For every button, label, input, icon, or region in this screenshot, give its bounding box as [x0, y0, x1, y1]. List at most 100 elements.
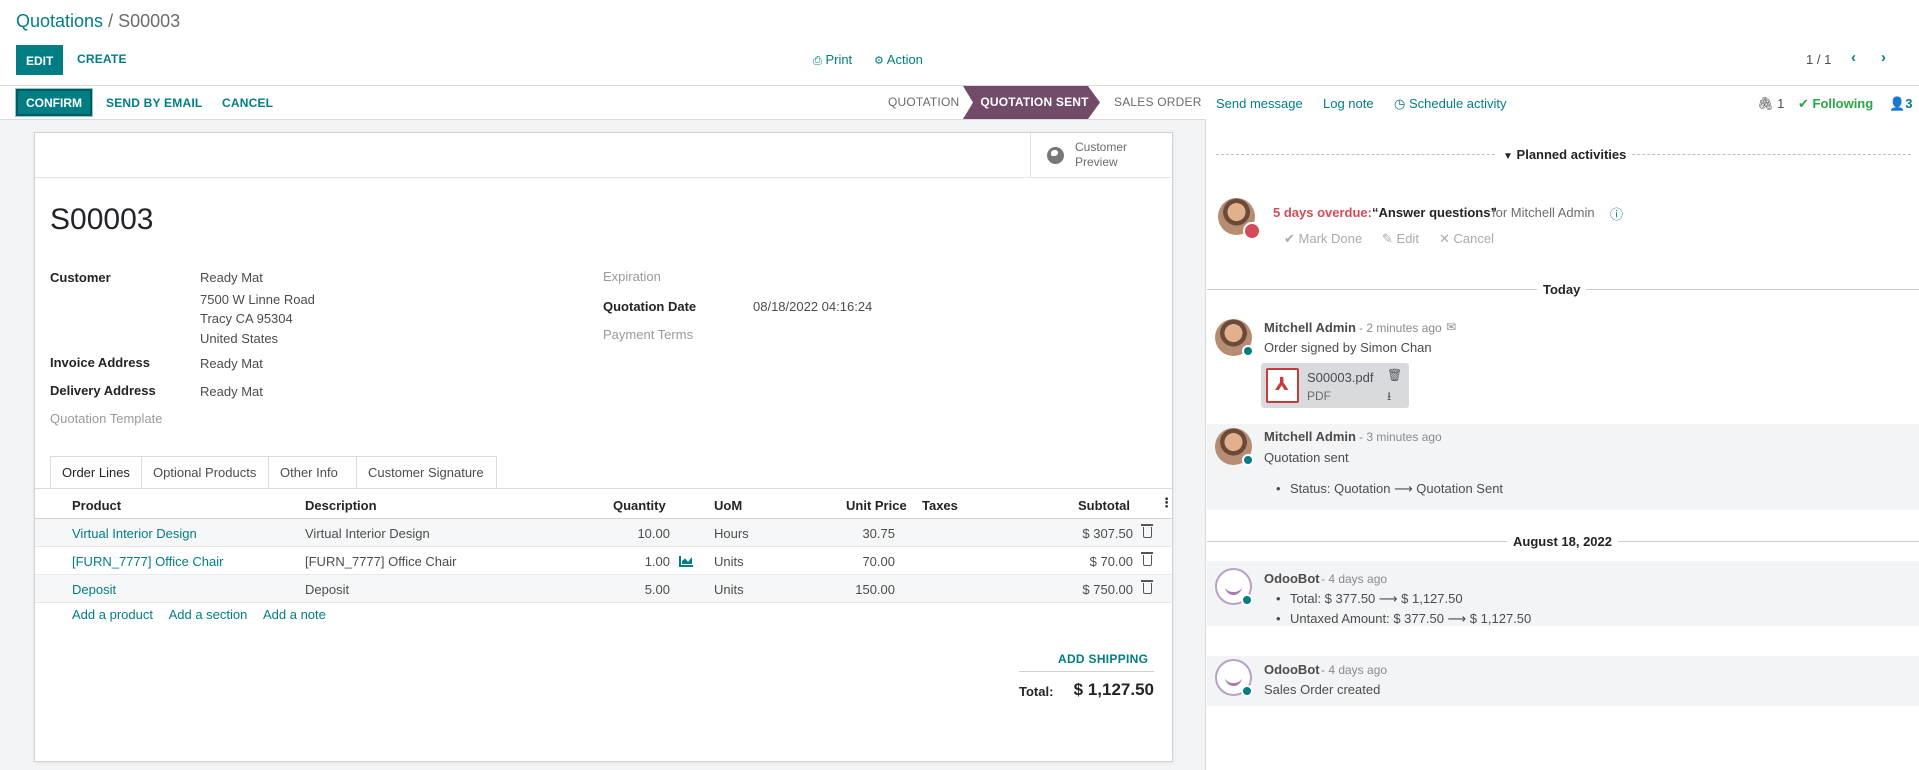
- col-uom[interactable]: UoM: [714, 498, 743, 513]
- trash-icon[interactable]: 🗑: [1387, 368, 1403, 382]
- control-panel: Quotations / S00003 EDIT CREATE ⎙ Print …: [0, 0, 1919, 86]
- message-author[interactable]: Mitchell Admin: [1264, 429, 1356, 444]
- send-by-email-button[interactable]: SEND BY EMAIL: [106, 96, 203, 110]
- check-icon: ✔: [1284, 231, 1295, 246]
- add-section-link[interactable]: Add a section: [168, 607, 248, 622]
- quotation-date-label: Quotation Date: [603, 299, 697, 314]
- address-line-3: United States: [200, 331, 279, 346]
- form-sheet: Customer Preview S00003 Customer Ready M…: [34, 132, 1173, 762]
- message-author[interactable]: OdooBot: [1264, 662, 1320, 677]
- following-button[interactable]: ✔ Following: [1798, 96, 1873, 112]
- trash-icon[interactable]: [1141, 552, 1153, 566]
- tracking-value: Status: Quotation ⟶ Quotation Sent: [1276, 481, 1503, 497]
- expiration-label: Expiration: [603, 269, 661, 284]
- odoobot-avatar: [1215, 659, 1253, 697]
- tab-order-lines[interactable]: Order Lines: [50, 456, 142, 489]
- activity-cancel-button[interactable]: ✕ Cancel: [1439, 231, 1494, 247]
- address-line-2: Tracy CA 95304: [200, 311, 293, 326]
- table-row[interactable]: Deposit Deposit 5.00 Units 150.00 $ 750.…: [35, 575, 1172, 603]
- log-note-button[interactable]: Log note: [1323, 96, 1374, 111]
- col-quantity[interactable]: Quantity: [613, 498, 666, 513]
- row-subtotal: $ 750.00: [1082, 582, 1133, 597]
- date-label: August 18, 2022: [1507, 534, 1618, 549]
- row-unit-price: 70.00: [862, 554, 895, 569]
- schedule-activity-label: Schedule activity: [1408, 96, 1507, 111]
- tab-customer-signature[interactable]: Customer Signature: [356, 456, 497, 488]
- chatter-topbar: Send message Log note ◷ Schedule activit…: [1207, 86, 1919, 120]
- customer-link[interactable]: Ready Mat: [200, 270, 263, 285]
- row-subtotal: $ 70.00: [1089, 554, 1133, 569]
- pencil-icon: ✎: [1382, 231, 1393, 246]
- envelope-icon[interactable]: ✉: [1446, 320, 1457, 334]
- add-note-link[interactable]: Add a note: [262, 607, 326, 622]
- followers-button[interactable]: 👤3: [1889, 96, 1912, 112]
- followers-count: 3: [1905, 96, 1913, 111]
- message-body: Sales Order created: [1264, 682, 1381, 697]
- attachments-count: 1: [1777, 96, 1785, 111]
- create-button[interactable]: CREATE: [77, 52, 127, 66]
- col-product[interactable]: Product: [72, 498, 122, 513]
- avatar: [1215, 319, 1254, 357]
- col-taxes[interactable]: Taxes: [922, 498, 958, 513]
- close-icon: ✕: [1439, 231, 1450, 246]
- action-label: Action: [886, 52, 923, 67]
- activity-summary: “Answer questions”: [1372, 205, 1497, 220]
- add-shipping-button[interactable]: ADD SHIPPING: [1058, 652, 1149, 666]
- user-icon: 👤: [1889, 96, 1906, 111]
- envelope-icon: [1243, 222, 1261, 240]
- activity-overdue: 5 days overdue:: [1273, 205, 1372, 220]
- row-product[interactable]: Virtual Interior Design: [72, 526, 197, 541]
- planned-activities-toggle[interactable]: ▼ Planned activities: [1497, 147, 1633, 162]
- message-author[interactable]: OdooBot: [1264, 571, 1320, 586]
- attachments-button[interactable]: 🖇 1: [1757, 96, 1784, 112]
- attachment-name: S00003.pdf: [1307, 370, 1374, 385]
- col-subtotal[interactable]: Subtotal: [1078, 498, 1130, 513]
- table-row[interactable]: [FURN_7777] Office Chair [FURN_7777] Off…: [35, 547, 1172, 575]
- activity-edit-button[interactable]: ✎ Edit: [1382, 231, 1419, 247]
- trash-icon[interactable]: [1141, 524, 1153, 538]
- stage-sales-order[interactable]: SALES ORDER: [1114, 95, 1202, 109]
- stage-quotation-sent[interactable]: QUOTATION SENT: [963, 86, 1100, 119]
- col-description[interactable]: Description: [305, 498, 377, 513]
- row-product[interactable]: [FURN_7777] Office Chair: [72, 554, 224, 569]
- table-row[interactable]: Virtual Interior Design Virtual Interior…: [35, 519, 1172, 547]
- col-unit-price[interactable]: Unit Price: [846, 498, 907, 513]
- chevron-right-icon[interactable]: ›: [1881, 49, 1886, 66]
- total-divider: [1019, 671, 1154, 672]
- delivery-address-link[interactable]: Ready Mat: [200, 384, 263, 399]
- message-author[interactable]: Mitchell Admin: [1264, 320, 1356, 335]
- delivery-address-label: Delivery Address: [50, 383, 156, 398]
- forecast-chart-icon[interactable]: [679, 556, 693, 567]
- add-product-link[interactable]: Add a product: [72, 607, 153, 622]
- tab-other-info[interactable]: Other Info: [268, 456, 357, 488]
- mark-done-label: Mark Done: [1298, 231, 1363, 246]
- stage-quotation[interactable]: QUOTATION: [888, 95, 960, 109]
- column-options-icon[interactable]: ⋮: [1160, 495, 1173, 510]
- action-button[interactable]: ⚙ Action: [874, 52, 923, 67]
- message-body: Quotation sent: [1264, 450, 1349, 465]
- customer-preview-button[interactable]: Customer Preview: [1030, 133, 1172, 178]
- confirm-button[interactable]: CONFIRM: [16, 89, 92, 116]
- invoice-address-link[interactable]: Ready Mat: [200, 356, 263, 371]
- breadcrumb-root[interactable]: Quotations: [16, 11, 104, 31]
- print-button[interactable]: ⎙ Print: [813, 52, 852, 68]
- message-body: Order signed by Simon Chan: [1264, 340, 1432, 355]
- pager-value[interactable]: 1 / 1: [1806, 52, 1832, 67]
- mark-done-button[interactable]: ✔ Mark Done: [1284, 231, 1362, 247]
- pdf-file-icon: ⅄: [1266, 368, 1299, 403]
- row-product[interactable]: Deposit: [72, 582, 117, 597]
- customer-label: Customer: [50, 270, 111, 285]
- schedule-activity-button[interactable]: ◷ Schedule activity: [1394, 96, 1507, 112]
- printer-icon: ⎙: [813, 55, 822, 67]
- edit-button[interactable]: EDIT: [16, 45, 63, 75]
- cancel-button[interactable]: CANCEL: [222, 96, 274, 110]
- attachment-card[interactable]: ⅄ S00003.pdf PDF 🗑 ⭳: [1261, 363, 1409, 408]
- order-name: S00003: [50, 203, 154, 236]
- send-message-button[interactable]: Send message: [1216, 96, 1303, 111]
- download-icon[interactable]: ⭳: [1387, 389, 1392, 403]
- tab-optional-products[interactable]: Optional Products: [141, 456, 269, 488]
- chevron-left-icon[interactable]: ‹: [1851, 49, 1856, 66]
- trash-icon[interactable]: [1141, 580, 1153, 594]
- breadcrumb-current: S00003: [118, 11, 181, 31]
- info-icon[interactable]: ⓘ: [1610, 207, 1624, 222]
